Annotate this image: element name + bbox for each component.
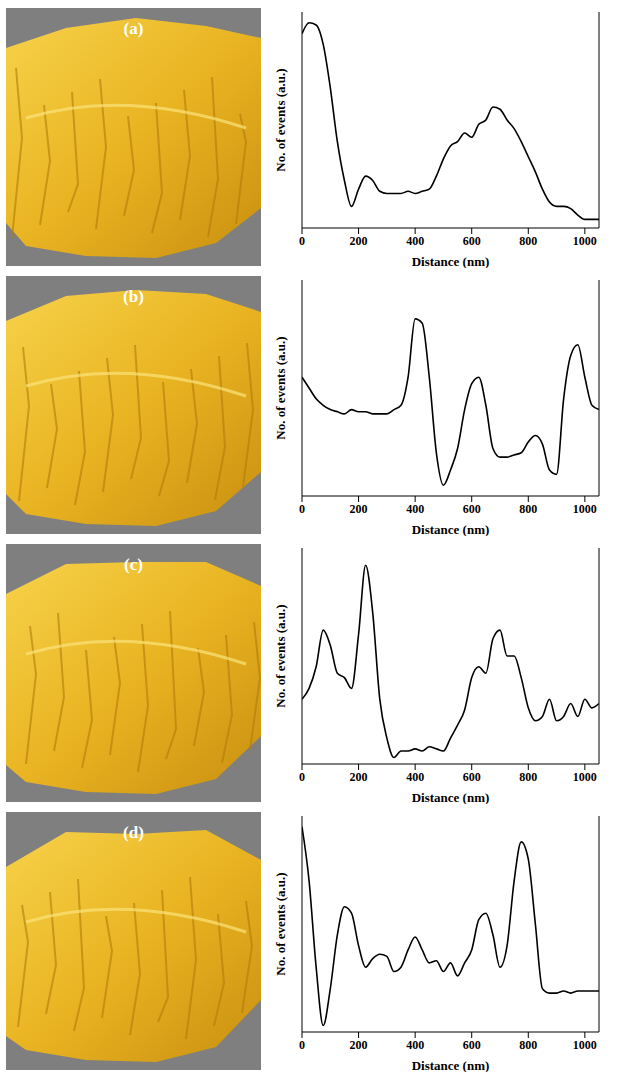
svg-text:400: 400 — [406, 1038, 424, 1052]
svg-text:0: 0 — [299, 1038, 305, 1052]
svg-text:600: 600 — [463, 234, 481, 248]
svg-text:200: 200 — [350, 234, 368, 248]
svg-text:(b): (b) — [123, 287, 144, 306]
svg-text:Distance (nm): Distance (nm) — [412, 522, 490, 536]
svg-text:Distance (nm): Distance (nm) — [412, 254, 490, 268]
svg-text:200: 200 — [350, 1038, 368, 1052]
svg-text:(a): (a) — [124, 19, 144, 38]
svg-text:0: 0 — [299, 234, 305, 248]
svg-text:0: 0 — [299, 770, 305, 784]
svg-text:(d): (d) — [123, 823, 144, 842]
svg-text:No. of events (a.u.): No. of events (a.u.) — [273, 336, 288, 439]
svg-text:400: 400 — [406, 502, 424, 516]
svg-text:Distance (nm): Distance (nm) — [412, 1058, 490, 1072]
svg-text:1000: 1000 — [573, 1038, 597, 1052]
svg-text:200: 200 — [350, 502, 368, 516]
svg-text:800: 800 — [519, 234, 537, 248]
svg-text:800: 800 — [519, 1038, 537, 1052]
svg-text:No. of events (a.u.): No. of events (a.u.) — [273, 604, 288, 707]
svg-text:Distance (nm): Distance (nm) — [412, 790, 490, 804]
svg-text:200: 200 — [350, 770, 368, 784]
svg-text:600: 600 — [463, 770, 481, 784]
svg-text:No. of events (a.u.): No. of events (a.u.) — [273, 68, 288, 171]
svg-text:800: 800 — [519, 770, 537, 784]
svg-text:400: 400 — [406, 234, 424, 248]
svg-text:400: 400 — [406, 770, 424, 784]
svg-text:1000: 1000 — [573, 770, 597, 784]
svg-text:0: 0 — [299, 502, 305, 516]
svg-text:1000: 1000 — [573, 234, 597, 248]
svg-text:600: 600 — [463, 1038, 481, 1052]
svg-text:(c): (c) — [124, 555, 143, 574]
svg-text:600: 600 — [463, 502, 481, 516]
svg-text:800: 800 — [519, 502, 537, 516]
svg-text:No. of events (a.u.): No. of events (a.u.) — [273, 872, 288, 975]
svg-text:1000: 1000 — [573, 502, 597, 516]
